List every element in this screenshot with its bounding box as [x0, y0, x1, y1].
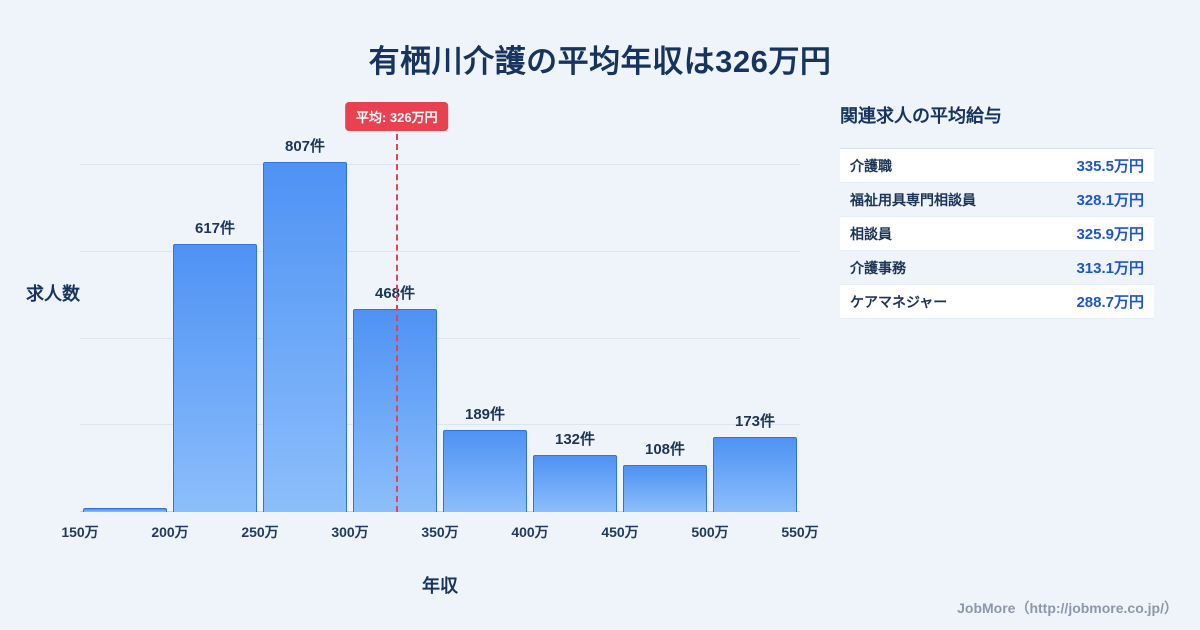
x-axis-line: [80, 511, 800, 512]
x-tick-label: 550万: [781, 524, 819, 540]
x-tick-label: 500万: [691, 524, 729, 540]
salary-job-label: 福祉用具専門相談員: [850, 191, 976, 208]
salary-job-label: 相談員: [850, 225, 892, 242]
x-tick-label: 350万: [421, 524, 459, 540]
histogram-plot: 617件 807件 468件 189件 132件 108件 173件 平均: 326万円 150…: [61, 100, 819, 540]
bar-value-label: 807件: [284, 138, 326, 155]
average-line: [395, 134, 398, 512]
bar-value-label: 173件: [734, 412, 776, 430]
x-axis-label: 年収: [422, 576, 458, 596]
salary-row: 福祉用具専門相談員 328.1万円: [840, 183, 1154, 217]
x-tick-label: 200万: [151, 524, 189, 540]
histogram-bar: [623, 465, 707, 512]
x-tick-label: 450万: [601, 524, 639, 540]
salary-row: 相談員 325.9万円: [840, 217, 1154, 251]
histogram-bar: [83, 507, 167, 512]
related-salary-panel: 関連求人の平均給与 介護職 335.5万円福祉用具専門相談員 328.1万円相談員 3…: [840, 102, 1154, 319]
bar-value-label: 132件: [554, 430, 596, 448]
salary-row: ケアマネジャー 288.7万円: [840, 285, 1154, 319]
bar-value-label: 108件: [644, 441, 686, 459]
salary-job-label: 介護事務: [850, 259, 906, 276]
histogram-bar: [263, 162, 347, 512]
average-badge: 平均: 326万円: [344, 102, 449, 131]
gridline: [80, 424, 800, 426]
bar-value-label: 617件: [194, 220, 236, 238]
histogram-bar: [713, 436, 797, 512]
salary-amount: 335.5万円: [1076, 158, 1144, 175]
y-axis-label: 求人数: [26, 284, 80, 304]
site-credit: JobMore（http://jobmore.co.jp/）: [957, 600, 1178, 616]
salary-row: 介護事務 313.1万円: [840, 251, 1154, 285]
histogram-bar: [353, 309, 437, 512]
salary-amount: 288.7万円: [1076, 294, 1144, 311]
x-tick-label: 400万: [511, 524, 549, 540]
salary-row: 介護職 335.5万円: [840, 149, 1154, 183]
salary-amount: 325.9万円: [1076, 226, 1144, 243]
salary-amount: 328.1万円: [1076, 192, 1144, 209]
x-tick-label: 300万: [331, 524, 369, 540]
page-title: 有栖川介護の平均年収は326万円: [368, 44, 832, 79]
x-tick-label: 150万: [61, 524, 99, 540]
bar-value-label: 189件: [464, 406, 506, 424]
salary-job-label: 介護職: [850, 157, 892, 174]
histogram-bar: [533, 454, 617, 512]
related-salary-table: 介護職 335.5万円福祉用具専門相談員 328.1万円相談員 325.9万円介護事務…: [840, 148, 1154, 319]
histogram-bar: [173, 244, 257, 512]
gridline: [80, 250, 800, 252]
bar-value-label: 468件: [374, 285, 416, 303]
salary-job-label: ケアマネジャー: [850, 293, 948, 310]
related-salary-title: 関連求人の平均給与: [840, 106, 1002, 126]
gridline: [80, 164, 800, 166]
histogram-bar: [443, 430, 527, 512]
x-tick-label: 250万: [241, 524, 279, 540]
gridline: [80, 337, 800, 339]
salary-amount: 313.1万円: [1076, 260, 1144, 277]
